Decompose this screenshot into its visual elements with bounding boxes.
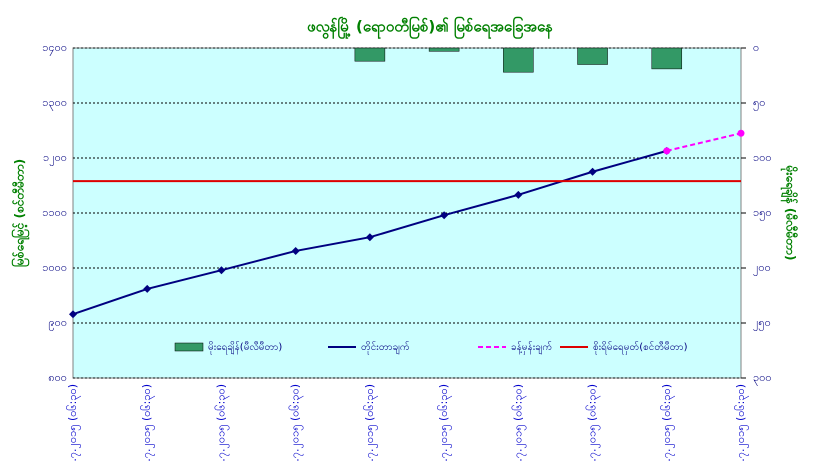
point	[440, 211, 449, 220]
x-tick-label: ၁၅.၇.၂၀၁၅ (၀၆:၃၀)	[586, 384, 601, 461]
y2-tick-label: ၁၀၀	[753, 151, 772, 164]
legend-label: စိုးရိမ်ရေမှတ်(စင်တီမီတာ)	[593, 340, 688, 355]
y-tick-label: ၈၀၀	[48, 371, 67, 384]
x-tick-label: ၁၂.၇.၂၀၁၅ (၀၆:၃၀)	[363, 384, 378, 461]
y2-tick-label: ၁၅၀	[753, 206, 772, 221]
y-tick-label: ၁၄၀၀	[42, 41, 67, 56]
legend-swatch	[174, 342, 204, 352]
x-tick-label: ၁၃.၇.၂၀၁၅ (၀၆:၃၀)	[437, 384, 452, 461]
point	[217, 266, 226, 275]
bar	[428, 47, 460, 52]
x-tick-label: ၈.၇.၂၀၁၅ (၀၆:၃၀)	[66, 384, 81, 461]
y2-tick-label: ၂၅၀	[753, 316, 771, 331]
y-tick-label: ၁၁၀၀	[42, 206, 67, 219]
y-axis-label: မြစ်ရေမြင့် (စင်တီမီတာ)	[10, 159, 31, 267]
y-tick-label: ၁၀၀၀	[42, 261, 67, 274]
point	[365, 233, 374, 242]
point	[588, 167, 597, 176]
y2-tick-label: ၅၀	[753, 96, 765, 111]
legend-label: တိုင်းတာချက်	[361, 340, 410, 355]
series-line	[666, 132, 742, 152]
legend-label: မိုးရေချိန်(မီလီမီတာ)	[208, 340, 282, 355]
y2-tick-label: ၃၀၀	[753, 371, 772, 386]
bar	[651, 47, 683, 70]
point	[514, 190, 523, 199]
x-tick-label: ၁၁.၇.၂၀၁၅ (၀၆:၃၀)	[289, 384, 304, 461]
bar	[354, 47, 386, 62]
x-tick-label: ၁၆.၇.၂၀၁၅ (၀၆:၃၀)	[660, 384, 675, 461]
point	[291, 246, 300, 255]
x-tick-label: ၁၇.၇.၂၀၁၅ (၀၆:၃၀)	[734, 384, 749, 461]
y-tick-label: ၉၀၀	[48, 316, 67, 331]
x-tick-label: ၁၄.၇.၂၀၁၅ (၀၆:၃၀)	[511, 384, 526, 461]
point	[69, 310, 77, 319]
y2-axis-label: မိုးရေချိန် (မီလီမီတာ)	[780, 165, 800, 261]
bar	[577, 47, 608, 65]
y2-tick-label: ၀	[753, 41, 759, 54]
x-tick-label: ၉.၇.၂၀၁၅ (၀၆:၃၀)	[140, 384, 155, 461]
bar	[503, 47, 534, 73]
x-tick-label: ၁၀.၇.၂၀၁၅ (၀၆:၃၀)	[214, 384, 229, 461]
y-tick-label: ၁၂၀၀	[43, 151, 67, 166]
point	[663, 147, 671, 155]
y2-tick-label: ၂၀၀	[753, 261, 771, 276]
point	[737, 129, 745, 137]
point	[143, 284, 152, 293]
y-tick-label: ၁၃၀၀	[42, 96, 67, 111]
legend-label: ခန့်မှန်းချက်	[511, 340, 552, 355]
